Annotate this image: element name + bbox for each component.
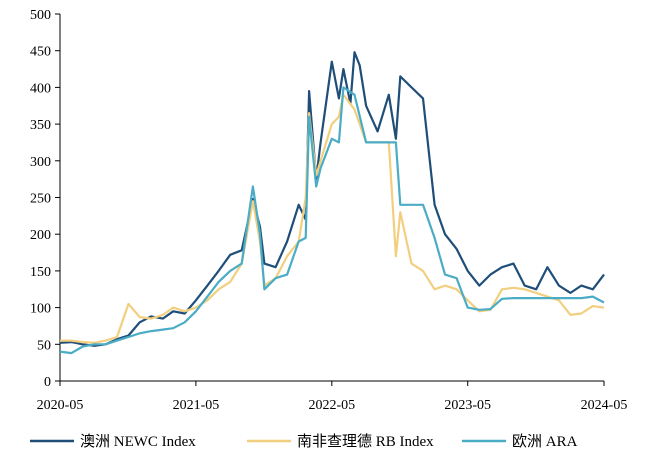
y-tick-label: 250	[30, 192, 51, 207]
legend-label-1: 澳洲 NEWC Index	[80, 433, 196, 450]
y-tick-label: 300	[30, 155, 51, 170]
y-tick-label: 450	[30, 45, 51, 60]
y-tick-label: 500	[30, 8, 51, 23]
y-tick-label: 350	[30, 118, 51, 133]
y-tick-label: 400	[30, 81, 51, 96]
x-tick-label: 2021-05	[173, 398, 220, 413]
legend-label-3: 欧洲 ARA	[512, 433, 578, 450]
axes	[59, 14, 604, 382]
x-tick-label: 2020-05	[37, 398, 84, 413]
y-tick-label: 100	[30, 302, 51, 317]
y-tick-label: 200	[30, 228, 51, 243]
x-tick-label: 2022-05	[308, 398, 355, 413]
y-tick-label: 150	[30, 265, 51, 280]
legend-label-2: 南非查理德 RB Index	[297, 432, 434, 450]
y-tick-label: 50	[37, 338, 51, 353]
x-tick-label: 2023-05	[444, 398, 491, 413]
y-tick-label: 0	[44, 375, 51, 390]
series-lines	[59, 51, 605, 355]
series-line-2	[60, 93, 605, 344]
legend: 澳洲 NEWC Index 南非查理德 RB Index 欧洲 ARA	[30, 432, 578, 450]
x-axis-ticks: 2020-05 2021-05 2022-05 2023-05 2024-05	[37, 381, 628, 413]
series-line-3	[59, 86, 605, 355]
x-tick-label: 2024-05	[581, 398, 628, 413]
series-line-1	[59, 51, 605, 347]
y-axis-ticks: 0 50 100 150 200 250 300 350 400 450 500	[30, 8, 60, 390]
